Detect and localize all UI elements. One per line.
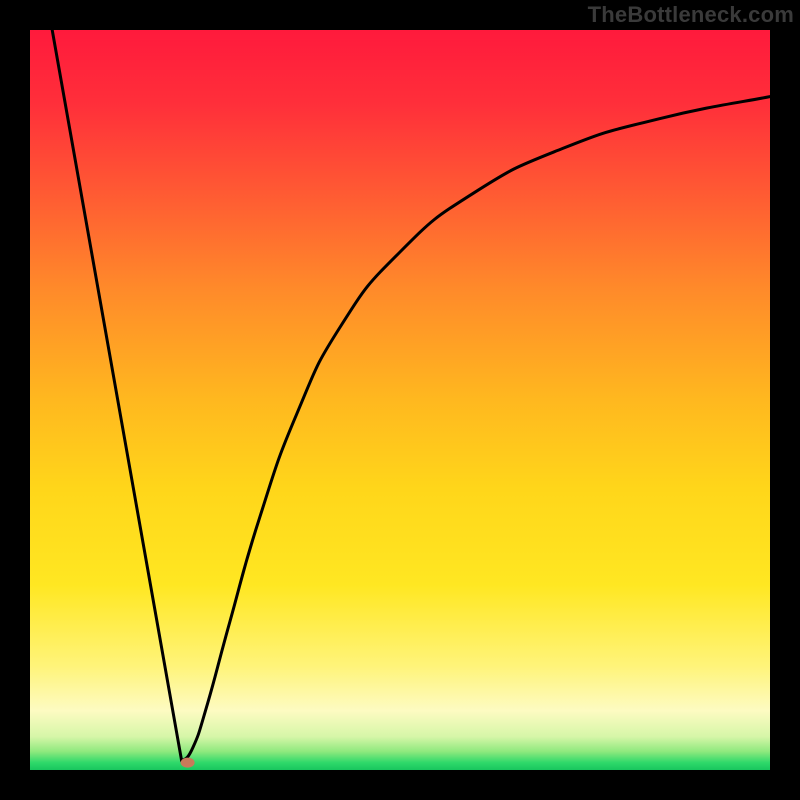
gradient-background — [30, 30, 770, 770]
plot-area — [30, 30, 770, 770]
watermark-text: TheBottleneck.com — [588, 2, 794, 28]
chart-frame: TheBottleneck.com — [0, 0, 800, 800]
bottleneck-chart-svg — [30, 30, 770, 770]
minimum-marker — [181, 758, 195, 768]
